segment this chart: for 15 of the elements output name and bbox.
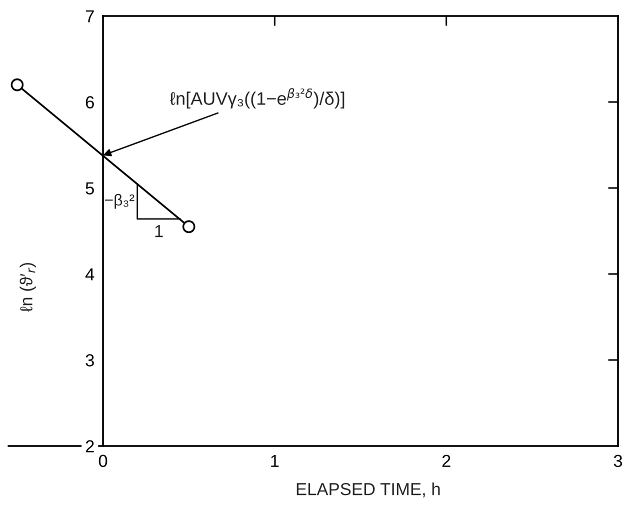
annotation: −β₃² — [105, 194, 134, 209]
annotation: 1 — [155, 225, 163, 238]
y-tick-label: 5 — [86, 182, 94, 194]
y-axis-title: ℓn (ϑ′$_{r}$) — [20, 263, 36, 312]
y-tick-label: 2 — [86, 440, 94, 452]
y-tick-label: 4 — [85, 268, 94, 280]
annotation: ℓn[AUVγ₃((1−e$^{β₃²δ}$)/δ)] — [170, 88, 344, 109]
x-tick-label: 2 — [442, 454, 450, 467]
y-tick-label: 7 — [86, 10, 94, 22]
x-tick-label: 3 — [614, 454, 622, 468]
x-tick-label: 1 — [271, 454, 279, 467]
x-axis-title: ELAPSED TIME, h — [296, 482, 440, 498]
y-tick-label: 6 — [86, 96, 94, 108]
y-tick-label: 3 — [86, 354, 94, 366]
x-tick-label: 0 — [98, 454, 108, 468]
